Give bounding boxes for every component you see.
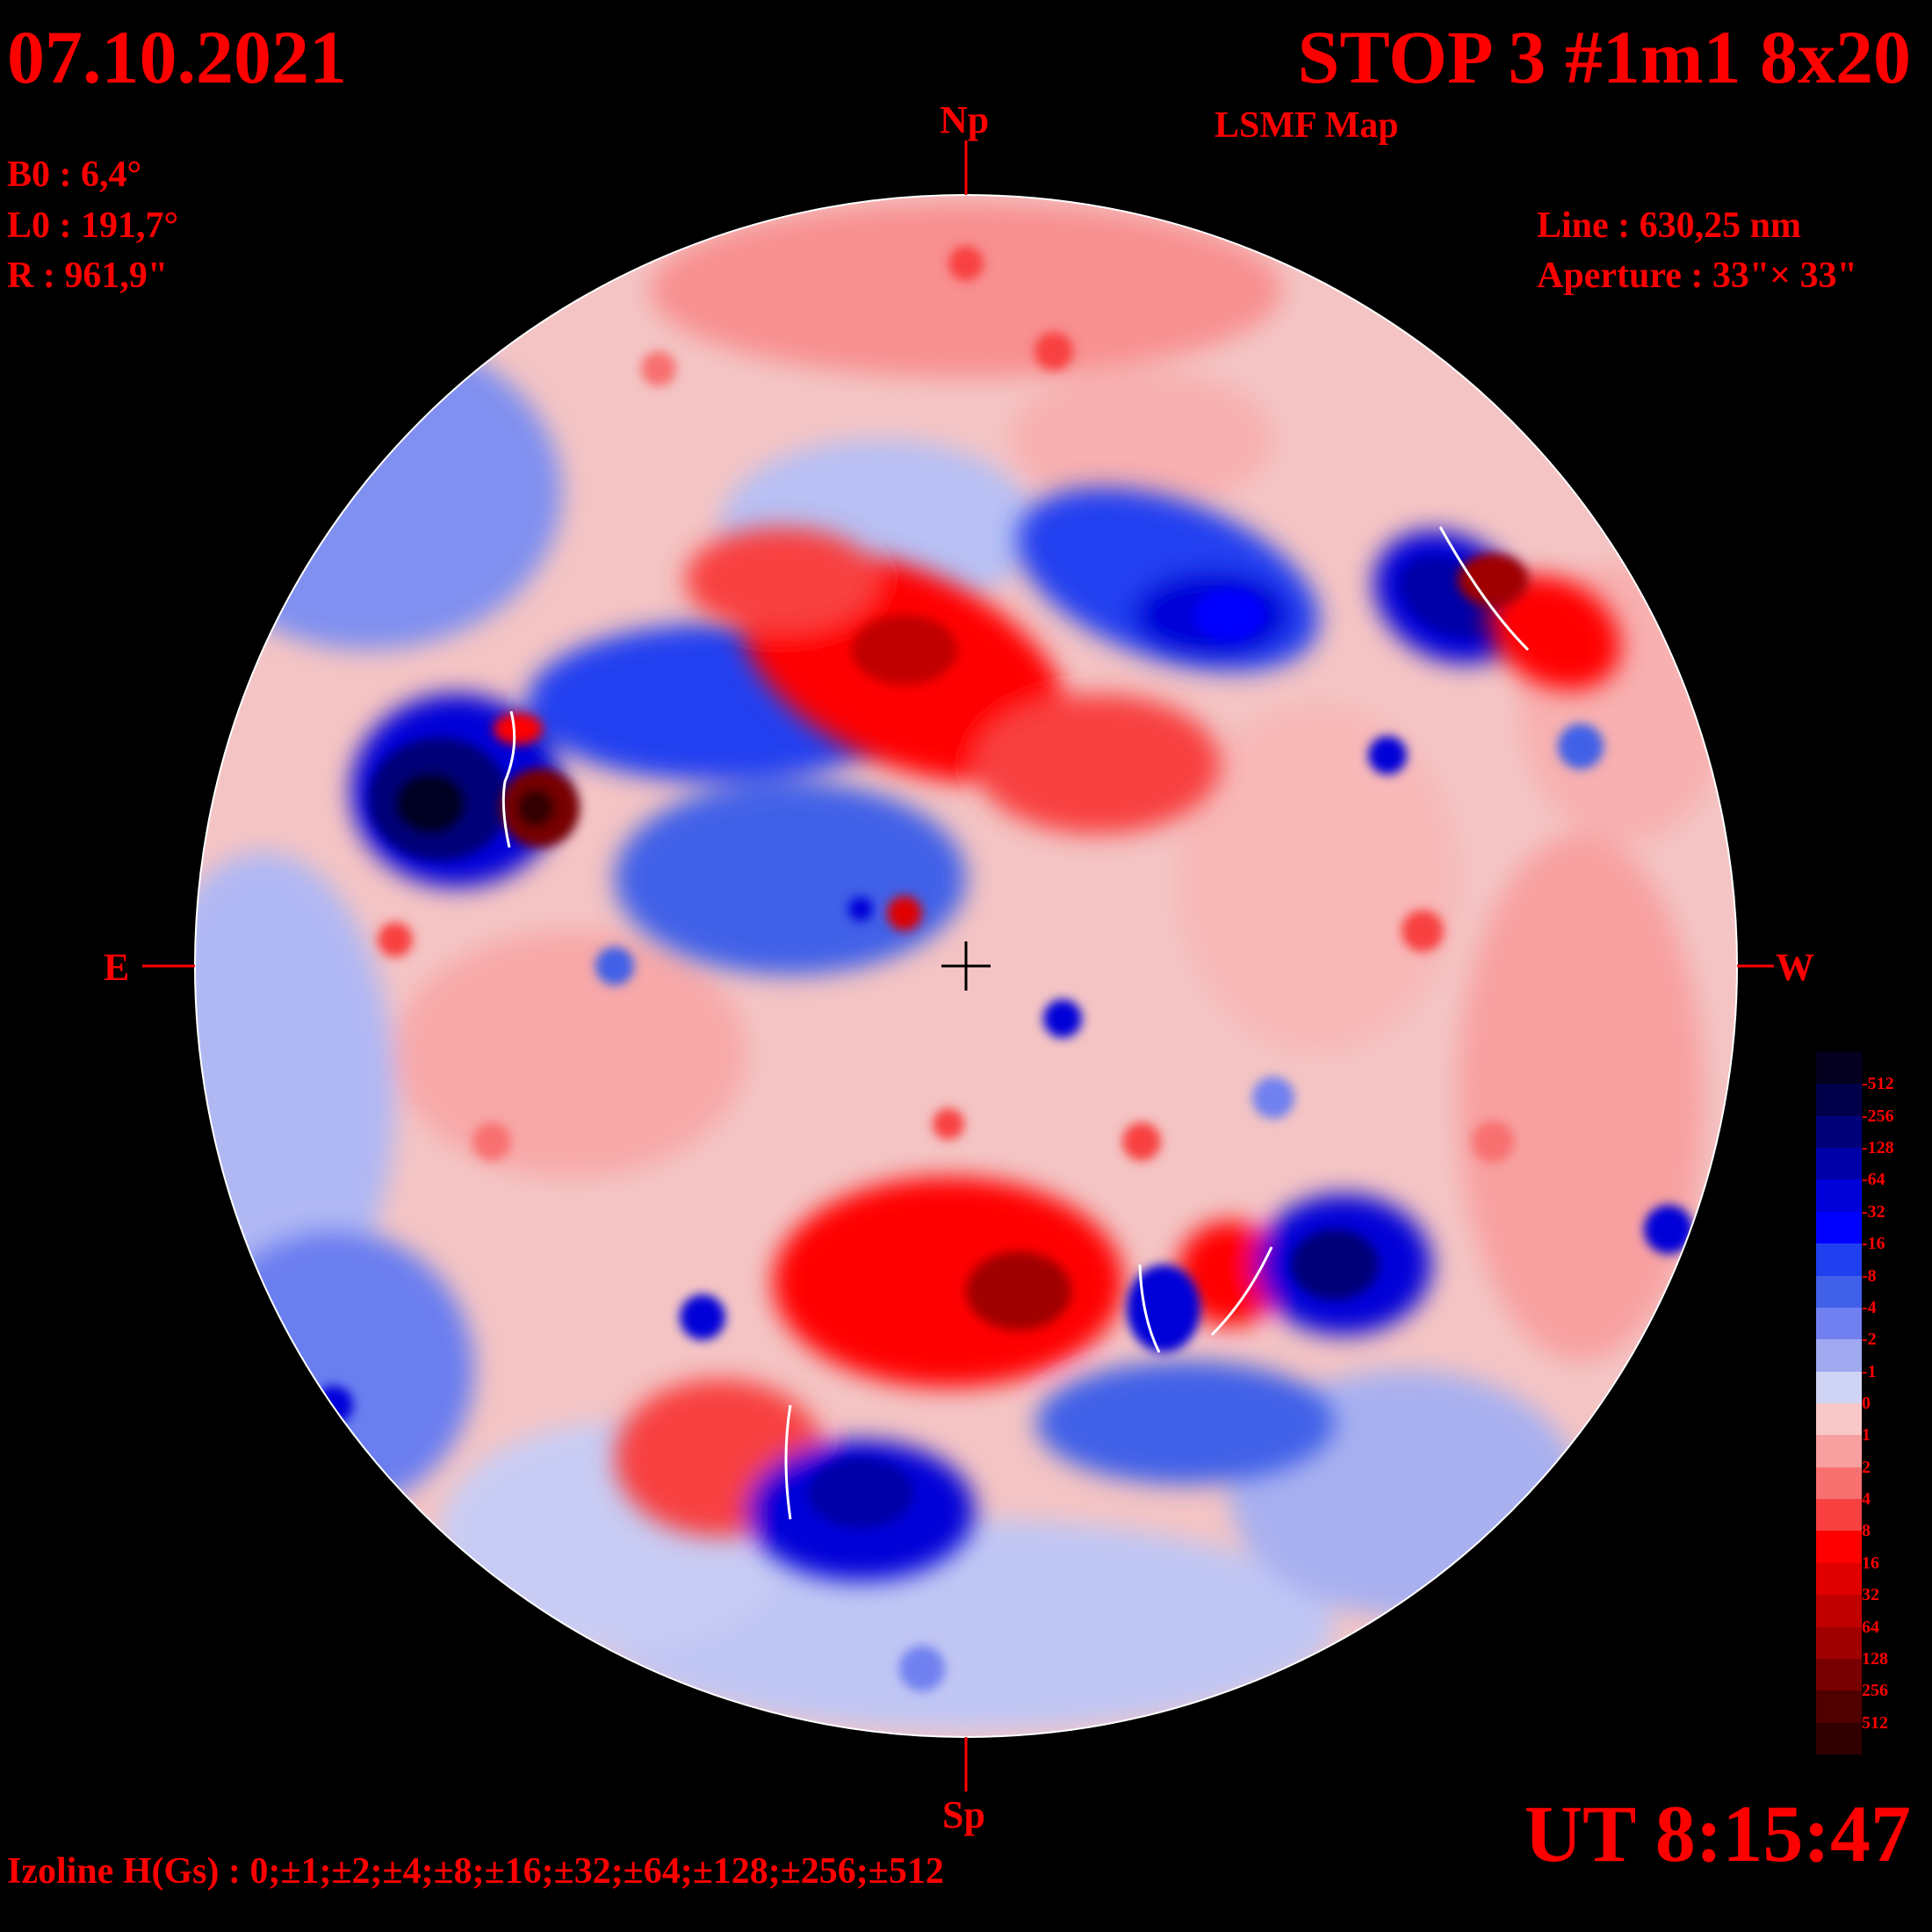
color-scale-label: 2 — [1862, 1457, 1871, 1477]
color-scale-swatch — [1816, 1722, 1862, 1755]
color-scale-swatch — [1816, 1658, 1862, 1691]
color-scale-label: 8 — [1862, 1521, 1871, 1541]
param-b0: B0 : 6,4° — [7, 155, 142, 195]
color-scale-swatch — [1816, 1626, 1862, 1660]
color-scale-label: -32 — [1862, 1201, 1885, 1222]
color-scale-swatch — [1816, 1595, 1862, 1628]
color-scale-label: 256 — [1862, 1681, 1888, 1701]
color-scale-label: -1 — [1862, 1361, 1877, 1381]
color-scale-label: 512 — [1862, 1712, 1888, 1733]
color-scale-swatch — [1816, 1244, 1862, 1277]
color-scale-label: 4 — [1862, 1489, 1871, 1510]
color-scale-label: -256 — [1862, 1106, 1894, 1126]
color-scale-swatch — [1816, 1275, 1862, 1308]
izoline-legend: Izoline H(Gs) : 0;±1;±2;±4;±8;±16;±32;±6… — [7, 1851, 944, 1892]
color-scale-label: 64 — [1862, 1617, 1879, 1637]
color-scale-swatch — [1816, 1499, 1862, 1532]
color-scale-swatch — [1816, 1307, 1862, 1340]
color-scale-swatch — [1816, 1084, 1862, 1117]
color-scale-swatch — [1816, 1403, 1862, 1436]
color-scale-label: -512 — [1862, 1074, 1894, 1094]
color-scale-bar — [1816, 1052, 1862, 1755]
label-east: E — [104, 946, 130, 989]
observation-time: UT 8:15:47 — [1524, 1789, 1911, 1878]
color-scale-swatch — [1816, 1211, 1862, 1244]
color-scale-label: -8 — [1862, 1265, 1877, 1286]
small-field-speckles — [314, 246, 1693, 1691]
magnetic-field-contours — [195, 195, 1737, 1737]
color-scale-label: 1 — [1862, 1425, 1871, 1445]
color-scale-label: -128 — [1862, 1138, 1894, 1158]
color-scale-label: -64 — [1862, 1170, 1885, 1190]
color-scale-swatch — [1816, 1179, 1862, 1213]
color-scale-label: -4 — [1862, 1297, 1877, 1317]
axis-ticks — [142, 141, 1774, 1791]
label-south-pole: Sp — [942, 1793, 985, 1836]
color-scale-label: 32 — [1862, 1585, 1879, 1605]
color-scale-swatch — [1816, 1339, 1862, 1373]
map-title: STOP 3 #1m1 8x20 — [1297, 15, 1911, 99]
observation-date: 07.10.2021 — [7, 15, 347, 99]
color-scale-label: 16 — [1862, 1553, 1879, 1573]
center-crosshair — [941, 941, 991, 991]
param-line: Line : 630,25 nm — [1537, 205, 1802, 246]
label-west: W — [1776, 946, 1814, 989]
color-scale-swatch — [1816, 1467, 1862, 1500]
color-scale-swatch — [1816, 1371, 1862, 1404]
param-aperture: Aperture : 33"× 33" — [1537, 256, 1857, 296]
color-scale-swatch — [1816, 1052, 1862, 1085]
color-scale-swatch — [1816, 1115, 1862, 1149]
color-scale-label: -16 — [1862, 1234, 1885, 1254]
color-scale-label: 128 — [1862, 1648, 1888, 1669]
param-radius: R : 961,9" — [7, 256, 169, 296]
color-scale-swatch — [1816, 1562, 1862, 1596]
color-scale-label: 0 — [1862, 1394, 1871, 1413]
param-l0: L0 : 191,7° — [7, 205, 179, 246]
map-subtitle: LSMF Map — [1215, 105, 1399, 146]
color-scale-label: -2 — [1862, 1330, 1877, 1350]
color-scale-swatch — [1816, 1148, 1862, 1180]
color-scale-swatch — [1816, 1690, 1862, 1724]
color-scale-swatch — [1816, 1531, 1862, 1564]
color-scale-swatch — [1816, 1435, 1862, 1468]
label-north-pole: Np — [940, 98, 990, 141]
